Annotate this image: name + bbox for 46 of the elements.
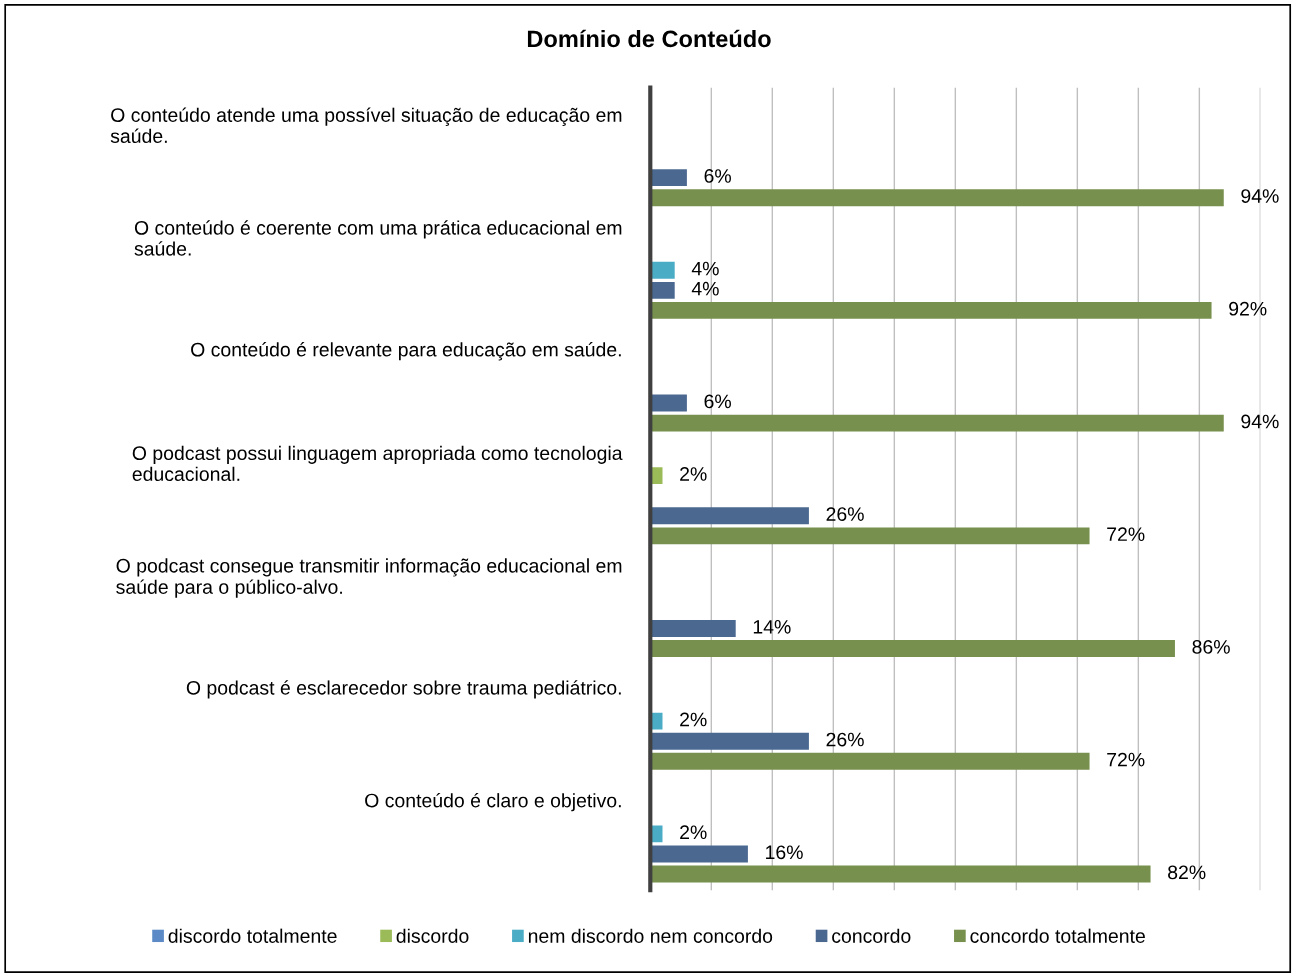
y-tick-label: O conteúdo atende uma possível situação de educação em saúde. xyxy=(110,107,622,144)
bar xyxy=(650,261,675,279)
bar xyxy=(650,640,1175,658)
bar xyxy=(650,732,809,750)
legend-label: concordo totalmente xyxy=(970,928,1145,943)
y-tick-label: O conteúdo é coerente com uma prática educacional em saúde. xyxy=(134,220,622,256)
data-label: 6% xyxy=(704,394,731,409)
y-tick-label: O conteúdo é relevante para educação em saúde. xyxy=(191,342,621,361)
data-label: 86% xyxy=(1192,640,1230,654)
data-label: 2% xyxy=(680,467,707,481)
data-label: 72% xyxy=(1107,527,1145,541)
data-label: 94% xyxy=(1241,189,1279,203)
y-tick-label: O podcast consegue transmitir informação educacional em saúde para o público-alvo. xyxy=(116,558,622,598)
bar xyxy=(650,865,1151,883)
data-label: 6% xyxy=(704,169,731,183)
data-label: 82% xyxy=(1168,865,1206,880)
bar xyxy=(650,281,675,299)
bar xyxy=(650,620,736,637)
bar xyxy=(650,301,1212,319)
data-label: 92% xyxy=(1229,301,1267,316)
bar xyxy=(650,845,748,863)
bar xyxy=(650,414,1224,432)
y-tick-label: O podcast é esclarecedor sobre trauma pediátrico. xyxy=(186,680,621,699)
data-label: 72% xyxy=(1107,752,1145,767)
legend-label: nem discordo nem concordo xyxy=(528,928,773,943)
bar xyxy=(650,189,1224,207)
data-label: 26% xyxy=(826,732,864,747)
data-label: 4% xyxy=(691,261,719,276)
bar xyxy=(650,394,687,412)
chart-title: Domínio de Conteúdo xyxy=(527,29,771,48)
data-label: 26% xyxy=(826,507,864,521)
y-tick-label: O conteúdo é claro e objetivo. xyxy=(365,792,621,812)
y-tick-label: O podcast possui linguagem apropriada como tecnologia educacional. xyxy=(132,445,623,482)
bar xyxy=(650,527,1090,545)
data-label: 16% xyxy=(766,845,803,860)
legend-label: discordo xyxy=(396,928,469,943)
data-label: 94% xyxy=(1241,414,1279,429)
data-label: 14% xyxy=(753,620,791,634)
data-label: 2% xyxy=(680,712,707,727)
bar xyxy=(650,752,1090,770)
legend-label: concordo xyxy=(832,928,911,943)
data-label: 2% xyxy=(680,825,707,840)
bar xyxy=(650,169,687,187)
bar xyxy=(650,507,809,525)
data-label: 4% xyxy=(691,281,719,296)
legend-label: discordo totalmente xyxy=(168,928,337,943)
